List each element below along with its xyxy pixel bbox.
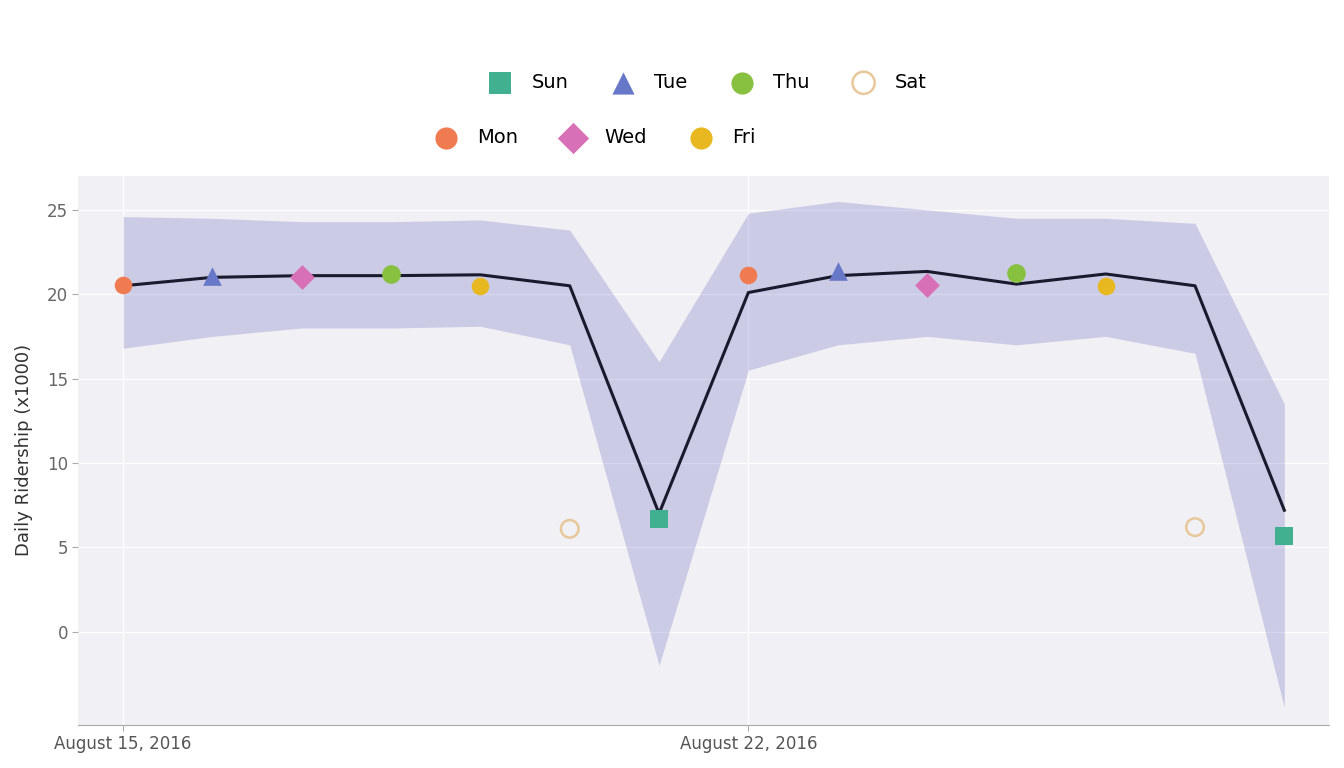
Y-axis label: Daily Ridership (x1000): Daily Ridership (x1000) [15, 344, 34, 556]
Point [1274, 530, 1296, 542]
Point [738, 269, 759, 281]
Legend: Mon, Wed, Fri: Mon, Wed, Fri [419, 120, 763, 154]
Point [1184, 521, 1206, 533]
Point [292, 271, 313, 283]
Point [113, 279, 134, 291]
Point [1095, 280, 1117, 292]
Point [202, 270, 223, 282]
Point [648, 512, 669, 525]
Point [380, 268, 402, 280]
Point [469, 280, 491, 292]
Point [1005, 267, 1027, 280]
Point [917, 279, 938, 291]
Point [559, 523, 581, 535]
Point [827, 264, 848, 276]
